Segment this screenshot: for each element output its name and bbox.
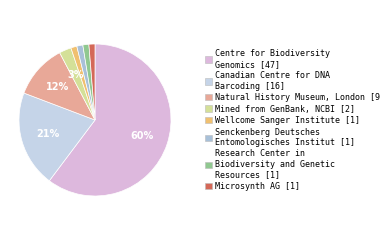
Wedge shape	[89, 44, 95, 120]
Text: 3%: 3%	[67, 70, 84, 79]
Text: 12%: 12%	[46, 82, 70, 92]
Wedge shape	[83, 44, 95, 120]
Wedge shape	[49, 44, 171, 196]
Wedge shape	[71, 46, 95, 120]
Wedge shape	[24, 53, 95, 120]
Text: 60%: 60%	[130, 131, 154, 141]
Wedge shape	[60, 48, 95, 120]
Wedge shape	[19, 93, 95, 181]
Legend: Centre for Biodiversity
Genomics [47], Canadian Centre for DNA
Barcoding [16], N: Centre for Biodiversity Genomics [47], C…	[204, 48, 380, 192]
Text: 21%: 21%	[36, 129, 59, 139]
Wedge shape	[77, 45, 95, 120]
